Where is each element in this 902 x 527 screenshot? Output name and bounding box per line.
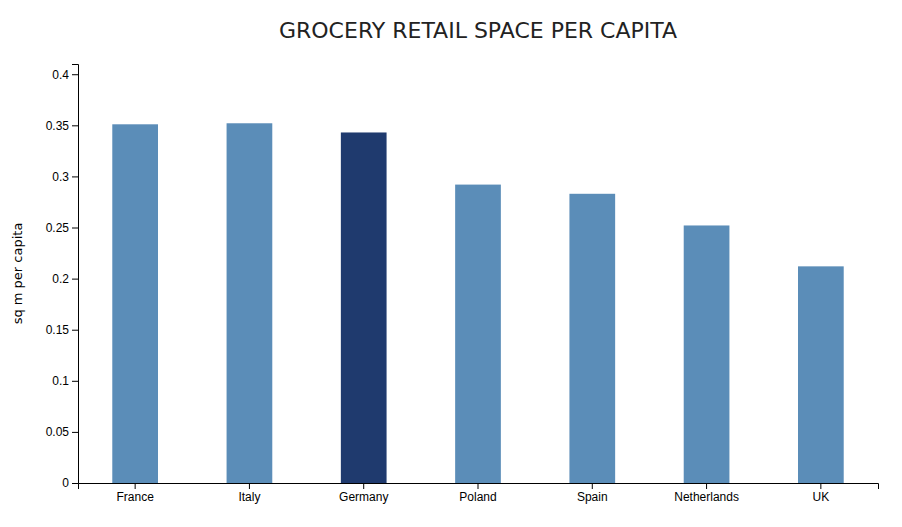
y-tick-mark [72,228,78,229]
bar [112,124,158,483]
y-tick: 0.1 [52,374,78,388]
x-tick: UK [813,483,830,504]
title: GROCERY RETAIL SPACE PER CAPITA [279,18,677,43]
x-tick-label: Poland [459,490,496,504]
y-tick-label: 0.2 [52,272,69,286]
y-tick-label: 0.4 [52,68,69,82]
bars [112,123,843,483]
bar [455,185,501,483]
bar [341,132,387,483]
x-tick: Netherlands [674,483,739,504]
plot: 0 0.05 0.1 0.15 0.2 0.25 0.3 0.35 0.4 France Italy… [46,65,879,504]
x-tick: Poland [459,483,496,504]
y-tick-label: 0 [62,476,69,490]
y-tick: 0.05 [46,425,78,439]
x-tick: Spain [577,483,608,504]
x-tick-mark [478,483,479,489]
y-tick: 0.3 [52,170,78,184]
x-tick-label: Spain [577,490,608,504]
y-tick: 0.4 [52,68,78,82]
x-tick-mark [820,483,821,489]
y-tick-mark [72,381,78,382]
y-axis-title: sq m per capita [10,223,25,325]
y-axis-line [72,65,79,484]
bar [569,194,615,483]
x-tick-label: UK [813,490,830,504]
y-tick: 0 [62,476,78,490]
y-tick-mark [72,74,78,75]
x-tick-label: France [116,490,154,504]
x-tick-mark [135,483,136,489]
x-tick-mark [706,483,707,489]
x-tick-mark [592,483,593,489]
bar [227,123,273,483]
x-axis-line [79,484,879,490]
y-tick-mark [72,279,78,280]
y-axis: 0 0.05 0.1 0.15 0.2 0.25 0.3 0.35 0.4 [46,65,79,491]
chart: 0 0.05 0.1 0.15 0.2 0.25 0.3 0.35 0.4 France Italy… [0,0,902,527]
y-tick-label: 0.1 [52,374,69,388]
y-tick-label: 0.35 [46,119,70,133]
x-tick-label: Netherlands [674,490,739,504]
y-tick-mark [72,330,78,331]
x-tick-mark [249,483,250,489]
y-tick: 0.35 [46,119,78,133]
y-tick-label: 0.05 [46,425,70,439]
x-tick-label: Italy [238,490,260,504]
x-tick-label: Germany [339,490,388,504]
x-axis: France Italy Germany Poland Spain Netherlands… [79,483,879,504]
y-tick-label: 0.25 [46,221,70,235]
x-tick-mark [363,483,364,489]
y-tick-label: 0.15 [46,323,70,337]
y-tick-mark [72,432,78,433]
y-tick-mark [72,483,78,484]
bar [798,266,844,483]
y-tick: 0.15 [46,323,78,337]
y-tick: 0.2 [52,272,78,286]
bar [684,225,730,483]
x-tick: Italy [238,483,260,504]
y-tick-mark [72,125,78,126]
x-tick: France [116,483,154,504]
y-tick-label: 0.3 [52,170,69,184]
y-tick: 0.25 [46,221,78,235]
x-tick: Germany [339,483,388,504]
y-tick-mark [72,176,78,177]
